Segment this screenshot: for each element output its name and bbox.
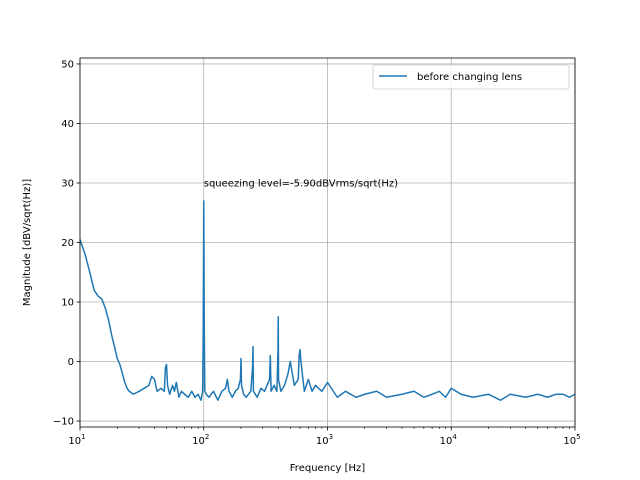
y-tick-label: 20 [61,238,74,249]
ticks: 101 102 103 104 105 −10 0 10 20 30 40 50 [53,59,581,447]
y-tick-label: 10 [61,298,74,309]
y-tick-label: −10 [53,417,74,428]
y-tick-label: 40 [61,119,74,130]
y-tick-label: 0 [68,357,74,368]
x-tick-label: 102 [192,433,209,447]
x-axis-label: Frequency [Hz] [290,463,366,474]
x-tick-label: 101 [68,433,85,447]
x-tick-label: 104 [440,433,458,447]
legend: before changing lens [372,64,570,90]
series-layer [79,200,576,401]
x-tick-label: 103 [316,433,333,447]
series-line [79,200,576,401]
legend-entry: before changing lens [417,72,522,83]
annotation: squeezing level=-5.90dBVrms/sqrt(Hz) [204,178,398,189]
legend-box [372,64,570,90]
y-tick-label: 30 [61,178,74,189]
y-tick-label: 50 [61,59,74,70]
y-axis-label: Magnitude [dBV/sqrt(Hz)] [22,179,33,306]
x-tick-label: 105 [563,433,580,447]
